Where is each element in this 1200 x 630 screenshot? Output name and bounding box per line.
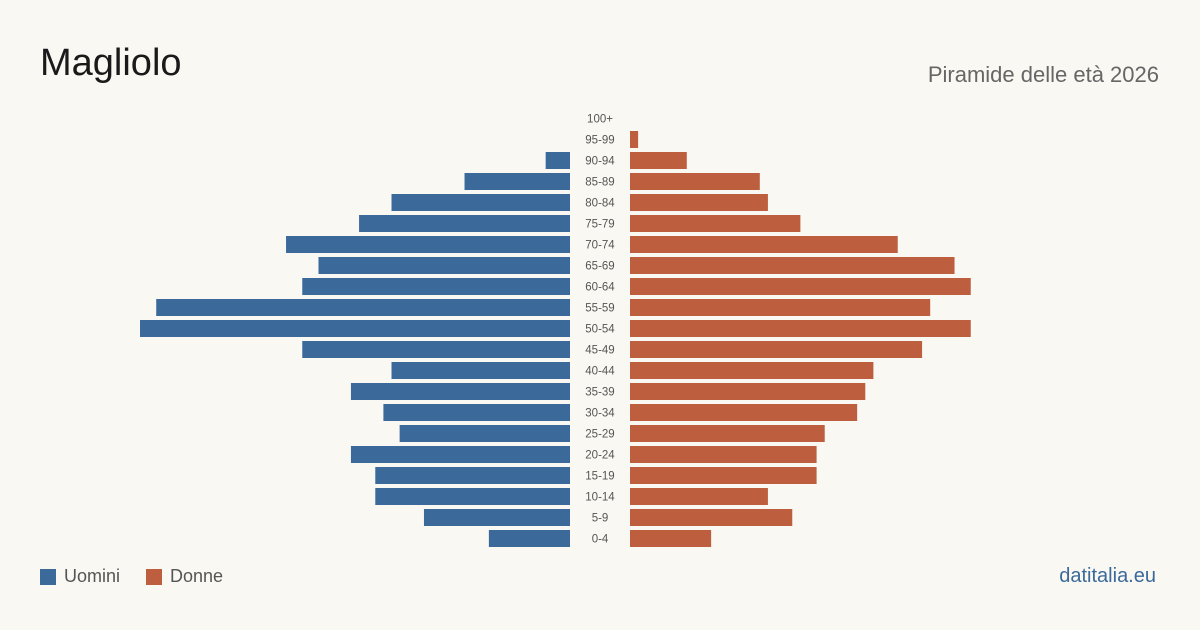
bar-women-5-9 — [630, 509, 793, 526]
age-group-label: 45-49 — [585, 345, 614, 357]
bar-men-55-59 — [156, 299, 570, 316]
age-group-label: 60-64 — [585, 282, 615, 294]
age-group-label: 90-94 — [585, 156, 615, 168]
bar-women-30-34 — [630, 404, 858, 421]
bar-women-35-39 — [630, 383, 866, 400]
age-group-label: 5-9 — [592, 513, 609, 525]
legend-label-women: Donne — [170, 566, 224, 586]
age-group-label: 25-29 — [585, 429, 614, 441]
age-group-label: 95-99 — [585, 135, 614, 147]
bar-women-25-29 — [630, 425, 825, 442]
legend-swatch-men — [40, 568, 56, 585]
bar-women-85-89 — [630, 173, 760, 190]
age-group-label: 55-59 — [585, 303, 614, 315]
legend-swatch-women — [146, 568, 163, 585]
age-group-label: 50-54 — [585, 324, 615, 336]
chart-subtitle: Piramide delle età 2026 — [927, 62, 1159, 87]
bar-men-20-24 — [350, 446, 570, 463]
age-group-label: 75-79 — [585, 219, 614, 231]
age-group-label: 35-39 — [585, 387, 614, 399]
bar-men-35-39 — [350, 383, 570, 400]
bar-women-20-24 — [630, 446, 817, 463]
legend-item-men: Uomini — [40, 566, 120, 587]
age-group-label: 20-24 — [585, 450, 615, 462]
age-group-label: 30-34 — [585, 408, 615, 420]
bar-men-70-74 — [286, 236, 570, 253]
bar-women-75-79 — [630, 215, 801, 232]
bar-women-60-64 — [630, 278, 971, 295]
age-group-label: 100+ — [587, 114, 613, 126]
bar-women-50-54 — [630, 320, 971, 337]
bar-men-30-34 — [383, 404, 570, 421]
bar-women-65-69 — [630, 257, 955, 274]
age-group-label: 40-44 — [585, 366, 615, 378]
bar-women-0-4 — [630, 530, 712, 547]
bar-men-65-69 — [318, 257, 570, 274]
bar-men-85-89 — [464, 173, 570, 190]
bar-men-40-44 — [391, 362, 570, 379]
legend: Uomini Donne — [40, 566, 249, 587]
bar-men-45-49 — [302, 341, 570, 358]
bar-men-80-84 — [391, 194, 570, 211]
bar-men-0-4 — [488, 530, 570, 547]
bar-women-10-14 — [630, 488, 768, 505]
bar-women-40-44 — [630, 362, 874, 379]
bar-women-70-74 — [630, 236, 898, 253]
age-group-label: 80-84 — [585, 198, 615, 210]
bar-men-10-14 — [375, 488, 570, 505]
bar-men-5-9 — [423, 509, 570, 526]
legend-label-men: Uomini — [64, 566, 121, 586]
bar-men-50-54 — [140, 320, 570, 337]
bar-women-55-59 — [630, 299, 931, 316]
age-group-label: 10-14 — [585, 492, 615, 504]
bar-women-90-94 — [630, 152, 687, 169]
page-title: Magliolo — [40, 42, 182, 84]
bar-women-95-99 — [630, 131, 639, 148]
age-group-label: 0-4 — [592, 534, 609, 546]
population-pyramid-chart: 100+ 95-99 90-94 85-89 80-84 75-79 70-74 65-69 6… — [140, 114, 971, 547]
bar-women-80-84 — [630, 194, 768, 211]
age-group-label: 15-19 — [585, 471, 614, 483]
bar-men-25-29 — [399, 425, 570, 442]
age-group-label: 70-74 — [585, 240, 615, 252]
bar-men-60-64 — [302, 278, 570, 295]
bar-women-45-49 — [630, 341, 923, 358]
bar-men-75-79 — [359, 215, 570, 232]
age-group-label: 65-69 — [585, 261, 614, 273]
bar-women-15-19 — [630, 467, 817, 484]
source-link[interactable]: datitalia.eu — [1059, 565, 1156, 587]
age-group-label: 85-89 — [585, 177, 614, 189]
bar-men-90-94 — [545, 152, 570, 169]
bar-men-15-19 — [375, 467, 570, 484]
legend-item-women: Donne — [146, 566, 223, 587]
